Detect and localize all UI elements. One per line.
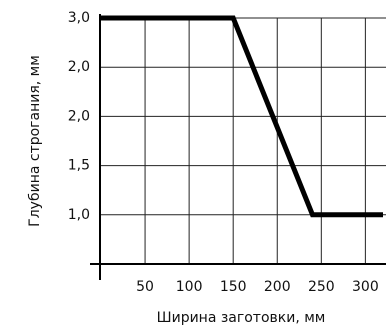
y-tick-label: 1,5 [68,158,90,174]
x-tick-label: 300 [352,279,379,295]
y-tick-label: 2,0 [68,108,90,124]
x-tick-label: 50 [136,279,154,295]
x-tick-label: 150 [220,279,247,295]
x-axis-title: Ширина заготовки, мм [157,310,326,326]
y-tick-label: 2,0 [68,59,90,75]
x-tick-label: 200 [264,279,291,295]
y-axis-title: Глубина строгания, мм [27,55,43,227]
x-tick-label: 100 [176,279,203,295]
data-line [101,15,383,218]
y-tick-label: 3,0 [68,10,90,26]
x-tick-label: 250 [308,279,335,295]
y-tick-label: 1,0 [68,207,90,223]
